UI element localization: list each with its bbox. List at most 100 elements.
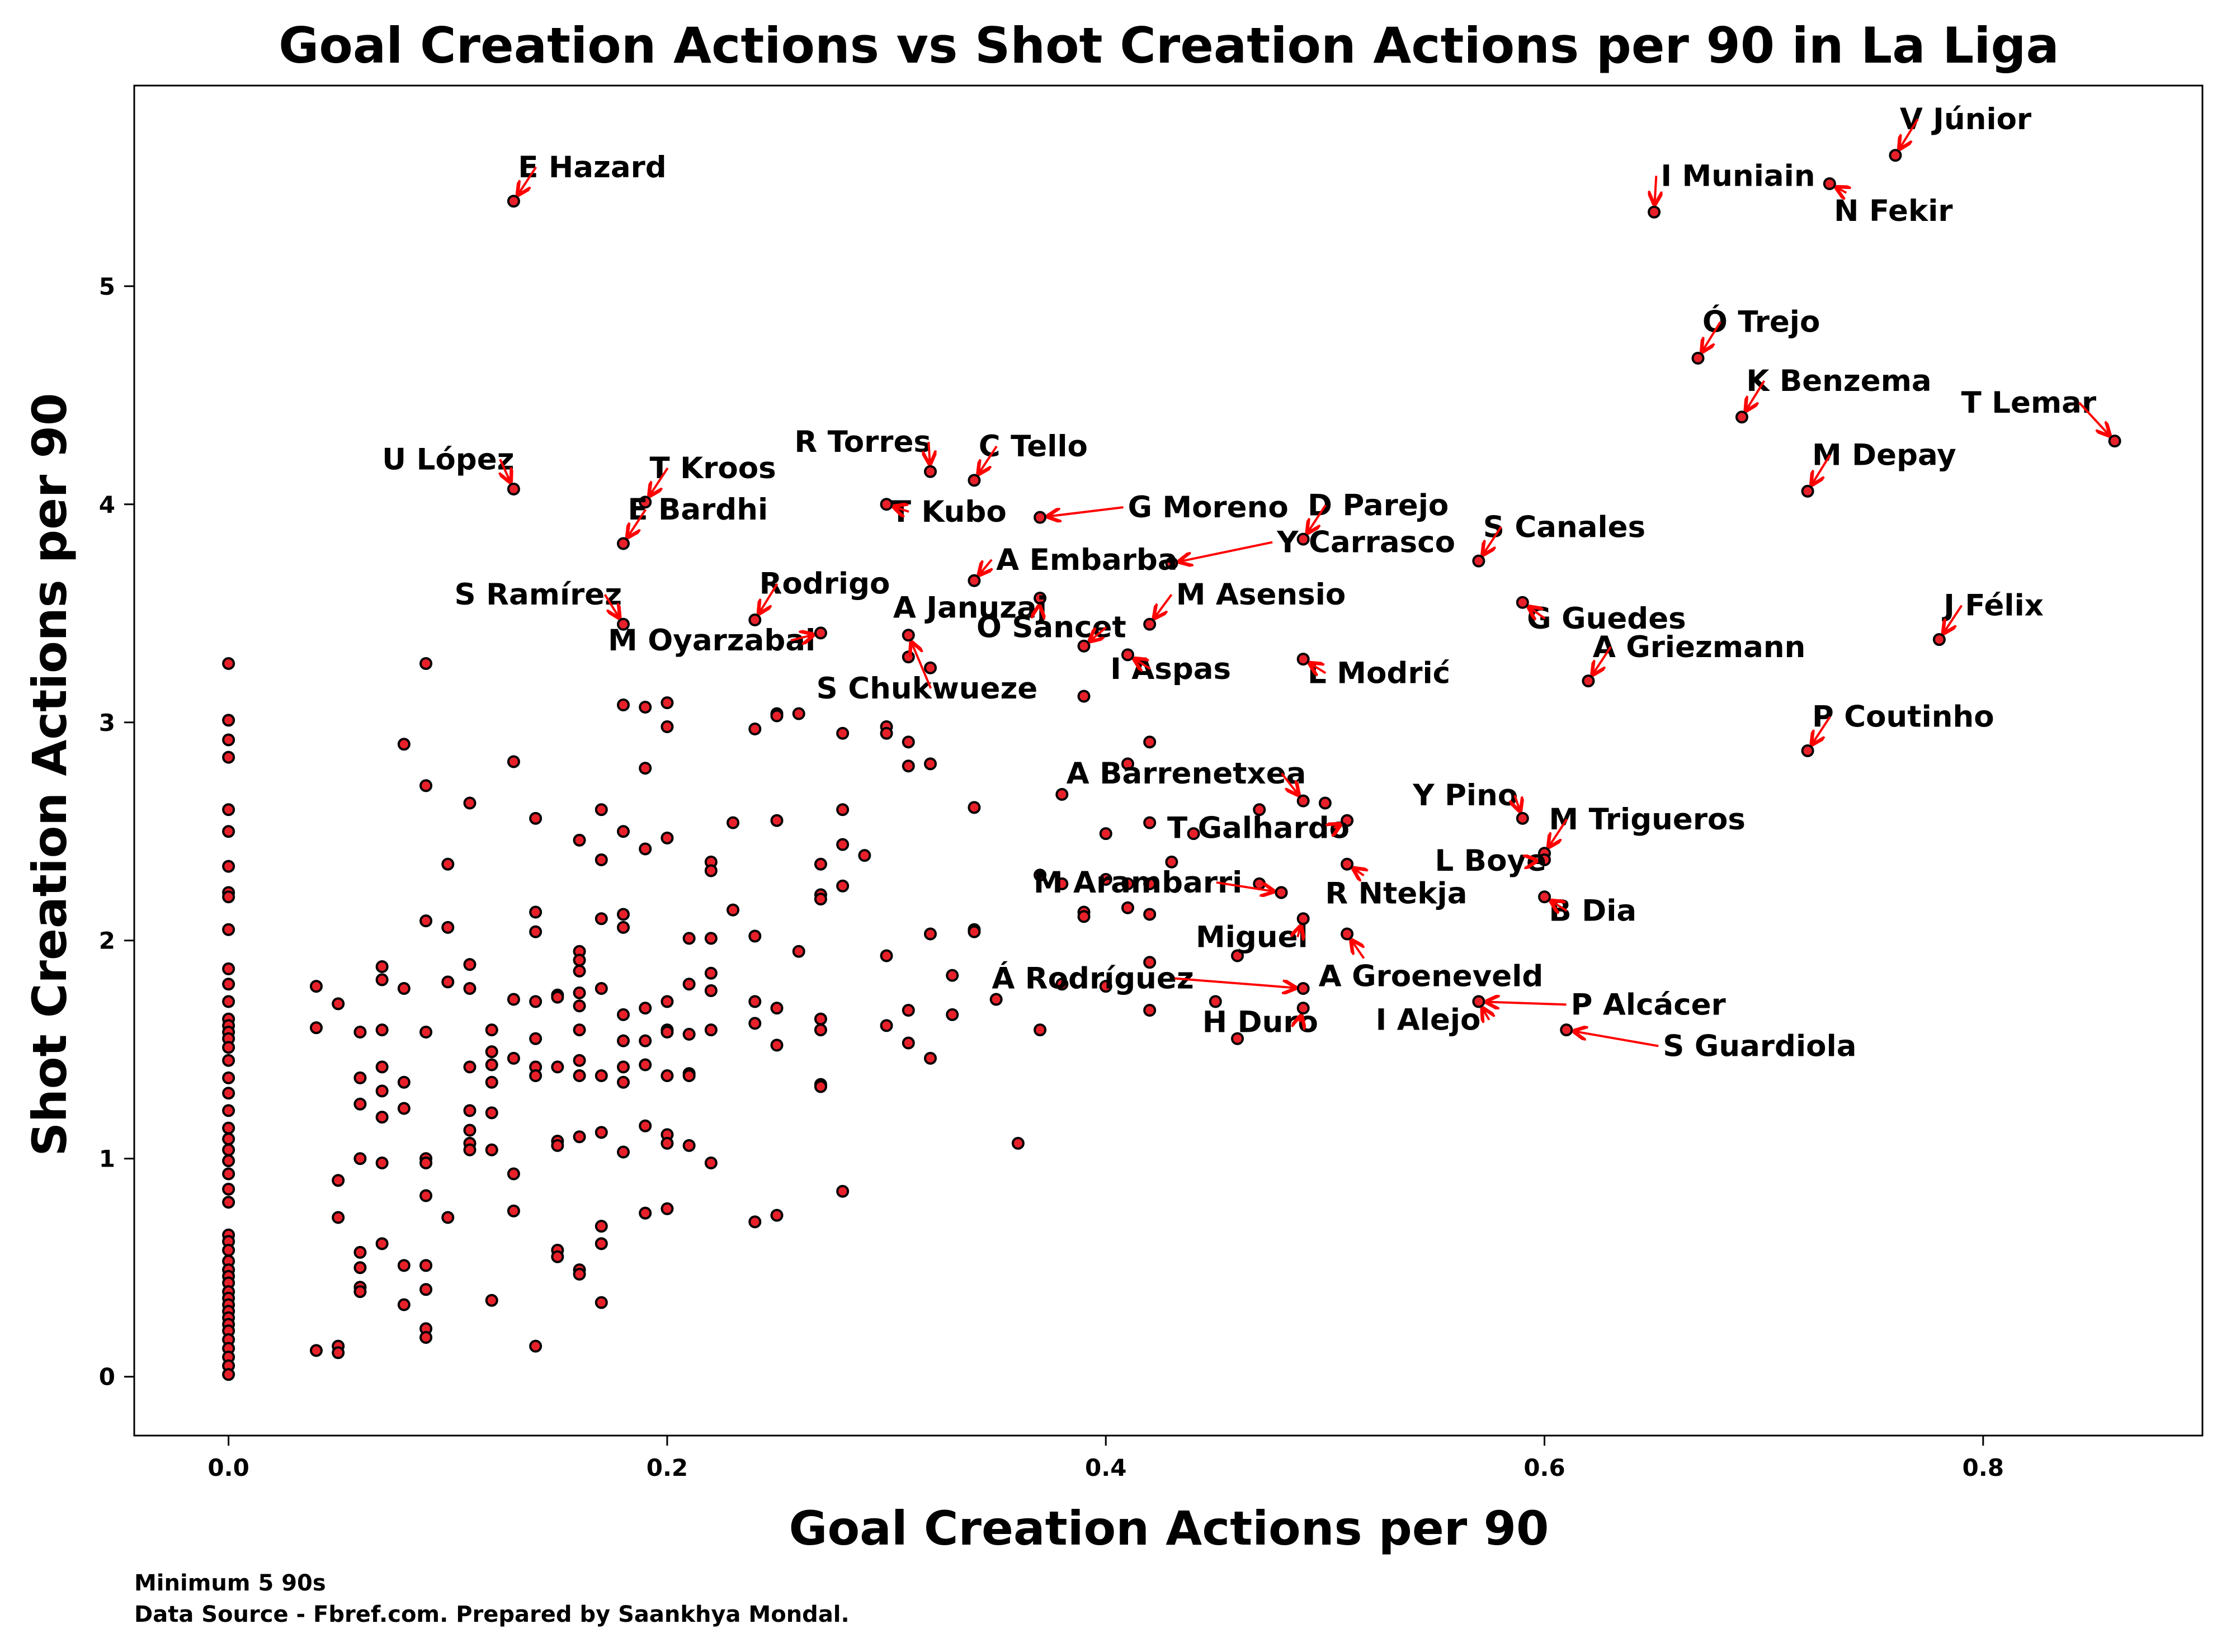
x-axis-label: Goal Creation Actions per 90	[789, 1501, 1549, 1556]
y-axis-label: Shot Creation Actions per 90	[22, 393, 77, 1157]
data-point	[836, 879, 850, 893]
player-label: D Parejo	[1308, 488, 1449, 522]
data-point	[748, 1017, 762, 1030]
data-point	[880, 726, 893, 740]
data-point	[682, 1069, 696, 1083]
annotation-arrow	[894, 507, 909, 512]
data-point	[375, 960, 389, 974]
player-label: J Félix	[1942, 589, 2044, 623]
data-point	[1889, 149, 1902, 162]
data-point	[419, 914, 433, 928]
data-point	[1801, 484, 1814, 498]
annotation-arrow	[1174, 977, 1295, 988]
data-point	[353, 1285, 367, 1299]
data-point	[968, 474, 981, 487]
data-point	[682, 1027, 696, 1041]
annotation-arrow	[1353, 869, 1364, 875]
data-point	[397, 982, 411, 995]
data-point	[1691, 351, 1705, 365]
annotation-arrow	[518, 166, 537, 195]
plot-frame	[133, 84, 2204, 1437]
player-label: M Asensio	[1176, 578, 1346, 612]
annotation-arrow	[1943, 605, 1963, 633]
data-point	[353, 1026, 367, 1039]
player-label: K Benzema	[1746, 364, 1931, 398]
data-point	[704, 864, 718, 877]
data-point	[485, 1143, 498, 1157]
data-point	[332, 997, 345, 1011]
data-point	[222, 1167, 235, 1181]
data-point	[573, 833, 586, 847]
data-point	[222, 978, 235, 991]
footnote-minimum: Minimum 5 90s	[134, 1570, 326, 1596]
data-point	[1143, 877, 1157, 890]
data-point	[485, 1106, 498, 1120]
data-point	[595, 982, 608, 995]
data-point	[902, 735, 915, 749]
data-point	[880, 949, 893, 962]
player-label: Rodrigo	[760, 567, 890, 601]
data-point	[968, 574, 981, 587]
annotation-arrow	[1308, 504, 1327, 532]
data-point	[309, 1021, 323, 1035]
player-label: G Moreno	[1128, 490, 1288, 525]
data-point	[704, 932, 718, 945]
data-point	[419, 1331, 433, 1344]
data-point	[639, 1034, 652, 1047]
data-point	[946, 1008, 959, 1021]
data-point	[222, 1087, 235, 1100]
data-point	[222, 714, 235, 727]
data-point	[485, 1045, 498, 1059]
data-point	[595, 1296, 608, 1309]
player-label: C Tello	[979, 429, 1088, 464]
data-point	[1121, 757, 1134, 771]
player-label: M Arambarri	[1034, 866, 1242, 900]
annotation-arrow	[1593, 646, 1612, 674]
x-tick-label: 0.2	[647, 1454, 688, 1481]
annotation-arrow	[979, 559, 992, 575]
annotation-arrow	[790, 635, 813, 640]
data-point	[639, 1002, 652, 1015]
data-point	[1516, 596, 1529, 609]
data-point	[1296, 794, 1310, 808]
player-label: Y Pino	[1412, 778, 1518, 813]
data-point	[222, 803, 235, 816]
data-point	[770, 1209, 784, 1222]
data-point	[1209, 995, 1222, 1008]
player-label: T Galhardo	[1167, 811, 1350, 845]
data-point	[463, 1143, 477, 1157]
data-point	[222, 890, 235, 904]
data-point	[463, 1104, 477, 1117]
x-tick-label: 0.0	[207, 1454, 249, 1481]
annotation-arrow	[1837, 187, 1847, 193]
data-point	[748, 1215, 762, 1229]
data-point	[748, 722, 762, 735]
player-label: T Kroos	[650, 451, 776, 485]
data-point	[441, 921, 455, 934]
data-point	[485, 1058, 498, 1072]
annotation-arrow	[1812, 716, 1831, 744]
data-point	[1099, 873, 1112, 886]
data-point	[375, 1060, 389, 1074]
data-point	[595, 1220, 608, 1233]
annotation-arrow	[979, 445, 998, 474]
player-label: H Duro	[1202, 1006, 1318, 1040]
data-point	[1823, 177, 1836, 190]
data-point	[1231, 1032, 1244, 1045]
annotation-arrow	[1216, 881, 1273, 891]
player-label: S Guardiola	[1663, 1029, 1856, 1063]
annotation-arrow	[500, 459, 510, 482]
data-point	[617, 1008, 630, 1021]
data-point	[1099, 827, 1112, 841]
data-point	[661, 1202, 674, 1215]
data-point	[419, 1259, 433, 1272]
data-point	[222, 1121, 235, 1135]
data-point	[989, 993, 1003, 1006]
data-point	[1077, 910, 1091, 923]
data-point	[617, 921, 630, 934]
data-point	[222, 1368, 235, 1381]
player-label: R Torres	[794, 425, 931, 459]
annotation-arrow	[1746, 380, 1766, 410]
data-point	[595, 853, 608, 866]
